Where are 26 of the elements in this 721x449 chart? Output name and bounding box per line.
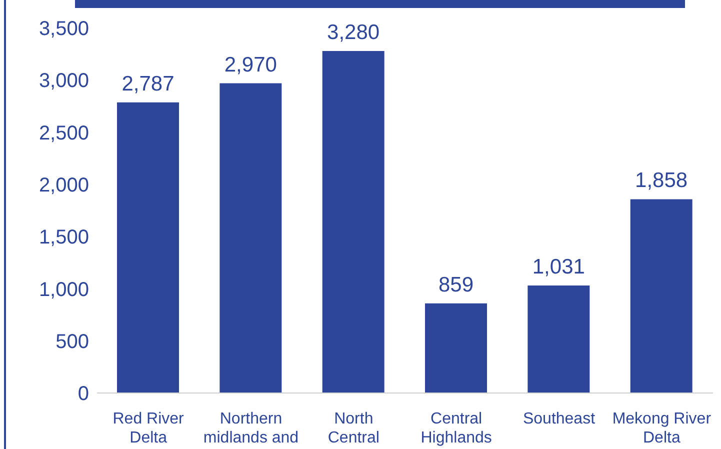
data-label: 3,280 <box>327 20 380 44</box>
x-tick-label: Central Highlands <box>420 410 492 447</box>
y-tick-label: 1,500 <box>38 226 89 249</box>
bar <box>528 285 590 393</box>
data-label: 1,858 <box>635 169 688 192</box>
data-label: 2,970 <box>224 53 277 76</box>
y-tick-label: 3,000 <box>38 70 89 92</box>
x-tick-label: Southeast <box>522 410 596 428</box>
y-tick-label: 500 <box>56 330 89 353</box>
bar <box>322 50 384 393</box>
bar <box>220 83 282 393</box>
data-label: 859 <box>438 273 474 296</box>
x-tick-label: Mekong River Delta <box>612 410 712 447</box>
x-tick-label: Northern midlands and <box>203 410 299 447</box>
bar <box>117 102 179 393</box>
x-tick-label: North Central <box>328 410 380 447</box>
y-tick-label: 2,000 <box>38 174 89 197</box>
y-tick-label: 3,500 <box>38 18 89 40</box>
bar <box>630 199 692 393</box>
y-tick-label: 2,500 <box>38 122 89 144</box>
y-tick-label: 1,000 <box>38 278 89 301</box>
data-label: 2,787 <box>122 72 174 96</box>
bar <box>425 303 487 393</box>
data-label: 1,031 <box>532 255 585 278</box>
y-tick-label: 0 <box>78 383 89 406</box>
x-tick-label: Red River Delta <box>112 410 185 447</box>
